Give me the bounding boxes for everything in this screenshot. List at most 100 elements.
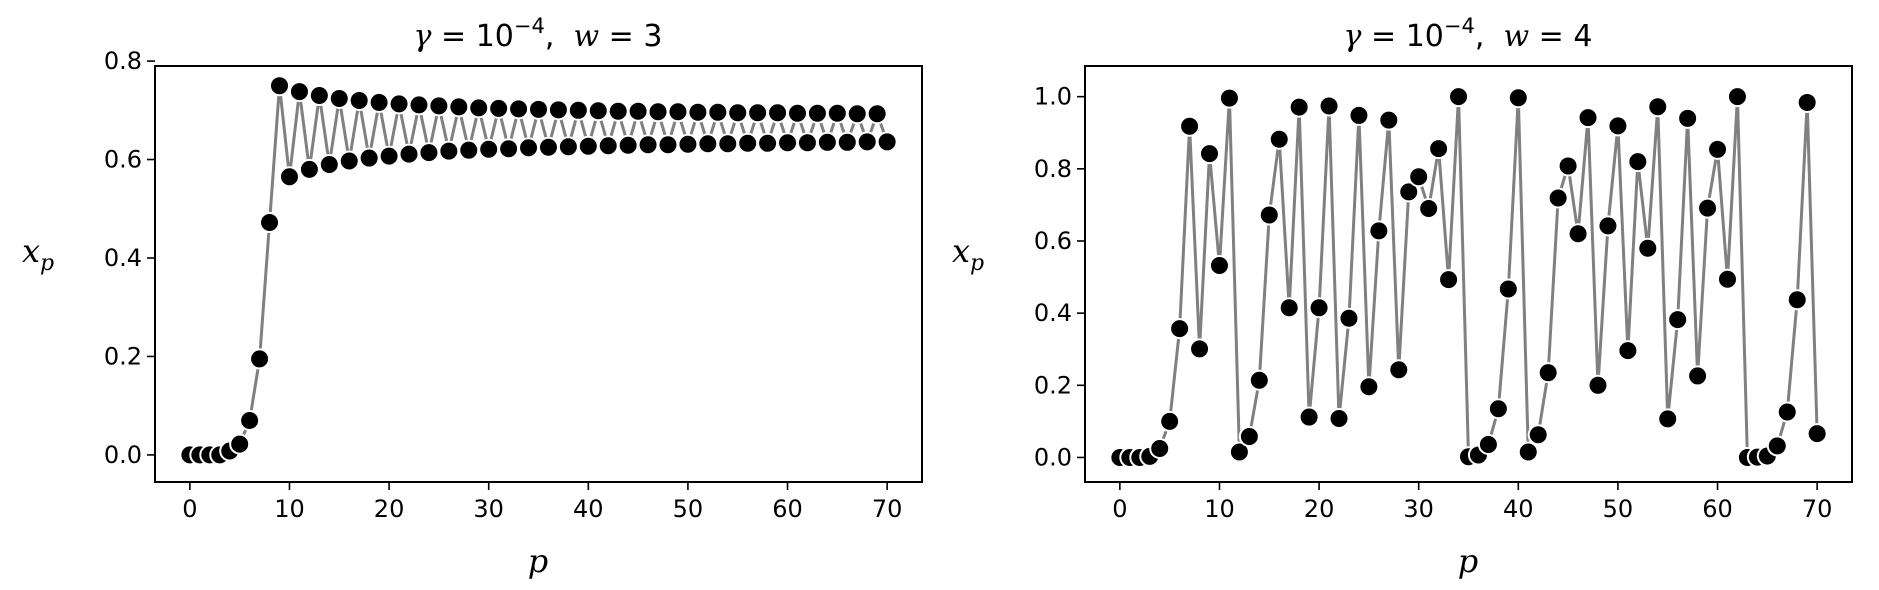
- data-point-right: [1179, 115, 1201, 137]
- data-point-left: [567, 99, 589, 121]
- data-point-left: [408, 94, 430, 116]
- data-point-right: [1587, 374, 1609, 396]
- data-point-right: [1418, 198, 1440, 220]
- data-point-right: [1477, 433, 1499, 455]
- data-point-left: [737, 132, 759, 154]
- y-tick-label-right: 0.4: [1034, 299, 1072, 327]
- y-tick-label-left: 0.0: [104, 441, 142, 469]
- data-point-left: [727, 102, 749, 124]
- data-point-left: [777, 132, 799, 154]
- title-exponent-right: −4: [1444, 14, 1475, 38]
- data-point-left: [617, 134, 639, 156]
- data-point-right: [1517, 441, 1539, 463]
- data-point-left: [288, 81, 310, 103]
- data-point-right: [1199, 143, 1221, 165]
- data-point-left: [378, 145, 400, 167]
- data-point-left: [557, 136, 579, 158]
- data-point-left: [488, 97, 510, 119]
- y-tick-label-right: 0.6: [1034, 227, 1072, 255]
- data-point-left: [308, 85, 330, 107]
- data-point-left: [518, 137, 540, 159]
- data-point-right: [1637, 237, 1659, 259]
- x-tick-label-right: 10: [1204, 495, 1235, 523]
- data-point-left: [597, 135, 619, 157]
- data-point-right: [1507, 87, 1529, 109]
- data-point-left: [876, 131, 898, 153]
- data-point-left: [687, 101, 709, 123]
- data-point-right: [1497, 278, 1519, 300]
- data-point-right: [1328, 408, 1350, 429]
- data-point-right: [1448, 86, 1470, 108]
- data-point-right: [1786, 289, 1808, 311]
- data-point-right: [1169, 318, 1191, 340]
- axis-ticks-left: 0 10 20 30 40 50 60 70 0.0 0.2 0.4 0.6 0.8: [104, 47, 903, 523]
- data-point-left: [786, 102, 808, 124]
- data-point-left: [348, 89, 370, 111]
- x-tick-label-left: 50: [673, 495, 704, 523]
- data-point-left: [438, 140, 460, 162]
- data-point-left: [757, 132, 779, 154]
- x-tick-label-right: 0: [1112, 495, 1127, 523]
- plot-area-left: [179, 75, 898, 466]
- data-point-left: [697, 133, 719, 155]
- data-point-left: [547, 99, 569, 121]
- data-point-right: [1308, 297, 1330, 319]
- title-exponent-left: −4: [514, 14, 545, 38]
- data-point-right: [1716, 268, 1738, 290]
- plot-frame-left: [154, 65, 923, 483]
- y-tick-label-right: 0.8: [1034, 155, 1072, 183]
- title-eq2-left: = 3: [599, 19, 662, 54]
- title-greek-right: γ: [1344, 19, 1362, 54]
- x-tick-label-left: 70: [872, 495, 903, 523]
- data-point-right: [1597, 215, 1619, 237]
- y-tick-label-right: 0.0: [1034, 443, 1072, 471]
- data-point-right: [1228, 441, 1250, 463]
- data-point-right: [1687, 365, 1709, 387]
- data-point-left: [747, 102, 769, 124]
- data-point-left: [239, 409, 261, 431]
- data-point-left: [229, 433, 251, 455]
- data-point-right: [1577, 107, 1599, 129]
- data-point-left: [428, 95, 450, 117]
- x-tick-label-left: 40: [573, 495, 604, 523]
- data-point-right: [1707, 138, 1729, 160]
- x-tick-label-right: 50: [1603, 495, 1634, 523]
- data-point-left: [826, 102, 848, 124]
- data-point-left: [577, 135, 599, 157]
- data-point-left: [816, 131, 838, 153]
- data-point-right: [1208, 255, 1230, 277]
- axis-ticks-right: 0 10 20 30 40 50 60 70 0.0 0.2 0.4 0.6 0.8 1.0: [1034, 83, 1833, 523]
- data-point-right: [1667, 309, 1689, 331]
- y-axis-title-sub-left: p: [40, 251, 54, 276]
- data-point-right: [1796, 91, 1818, 113]
- data-point-left: [528, 98, 549, 120]
- data-point-right: [1358, 376, 1380, 398]
- y-tick-label-left: 0.2: [104, 342, 142, 370]
- y-tick-label-left: 0.6: [104, 146, 142, 174]
- data-point-right: [1647, 96, 1669, 118]
- data-point-right: [1218, 87, 1240, 109]
- data-point-left: [468, 97, 490, 119]
- data-point-left: [398, 143, 420, 165]
- data-point-right: [1567, 223, 1589, 245]
- panel-right: γ = 10−4, w = 4 p xp 0 10 20 30 40 50 60 700.00…: [952, 14, 1853, 580]
- data-point-left: [846, 103, 868, 125]
- chart-title-left: γ = 10−4, w = 3: [414, 14, 663, 54]
- data-point-right: [1398, 181, 1420, 203]
- data-point-right: [1487, 398, 1509, 420]
- panel-left: γ = 10−4, w = 3 p xp 0 10 20 30 40 50 60 700.00…: [22, 14, 923, 580]
- x-axis-title-left: p: [528, 542, 548, 580]
- data-point-right: [1268, 128, 1290, 150]
- x-tick-label-right: 30: [1403, 495, 1434, 523]
- data-point-right: [1766, 435, 1788, 457]
- data-point-right: [1438, 269, 1460, 291]
- x-tick-label-left: 0: [182, 495, 197, 523]
- data-point-right: [1547, 187, 1569, 209]
- data-point-right: [1338, 307, 1360, 329]
- data-point-left: [707, 101, 729, 123]
- data-point-left: [298, 158, 320, 180]
- data-point-right: [1627, 151, 1649, 173]
- data-point-left: [657, 134, 679, 156]
- x-tick-label-right: 20: [1304, 495, 1335, 523]
